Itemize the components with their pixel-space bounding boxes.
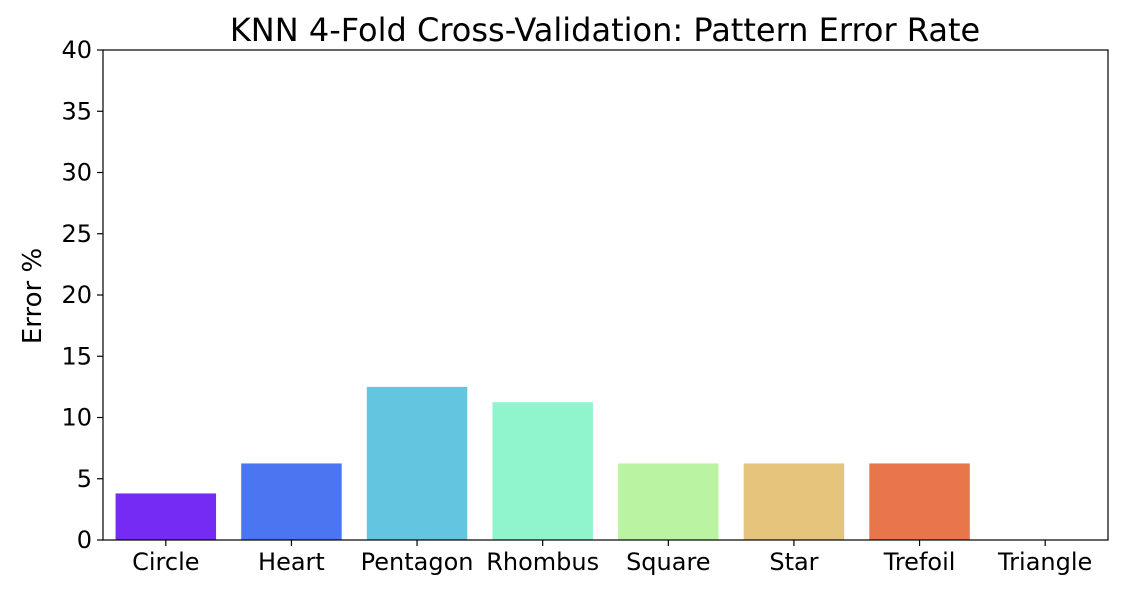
bar-circle: [115, 493, 217, 540]
x-tick-label-heart: Heart: [258, 548, 325, 576]
bars-layer: [115, 386, 970, 541]
y-tick-label-30: 30: [61, 159, 92, 187]
chart-title: KNN 4-Fold Cross-Validation: Pattern Err…: [230, 11, 980, 49]
y-axis-ticks: 0 5 10 15 20 25 30 35 40: [61, 36, 103, 554]
x-axis-ticks: Circle Heart Pentagon Rhombus Square Star Tref…: [132, 540, 1092, 576]
plot-frame: [102, 49, 1109, 541]
x-tick-label-square: Square: [626, 548, 711, 576]
bar-star: [743, 463, 845, 540]
y-tick-label-10: 10: [61, 404, 92, 432]
y-axis-label: Error %: [18, 248, 48, 344]
bar-heart: [241, 463, 342, 540]
x-tick-label-circle: Circle: [132, 548, 199, 576]
x-tick-label-rhombus: Rhombus: [486, 548, 599, 576]
y-tick-label-0: 0: [77, 526, 92, 554]
bar-square: [618, 463, 719, 540]
y-tick-label-40: 40: [61, 36, 92, 64]
bar-trefoil: [869, 463, 970, 540]
x-tick-label-triangle: Triangle: [997, 548, 1092, 576]
bar-rhombus: [492, 402, 593, 540]
y-tick-label-35: 35: [61, 97, 92, 125]
x-tick-label-star: Star: [769, 548, 818, 576]
y-tick-label-25: 25: [61, 220, 92, 248]
x-tick-label-trefoil: Trefoil: [883, 548, 956, 576]
x-tick-label-pentagon: Pentagon: [361, 548, 474, 576]
y-tick-label-20: 20: [61, 281, 92, 309]
bar-pentagon: [366, 386, 468, 541]
y-tick-label-15: 15: [61, 342, 92, 370]
y-tick-label-5: 5: [77, 465, 92, 493]
